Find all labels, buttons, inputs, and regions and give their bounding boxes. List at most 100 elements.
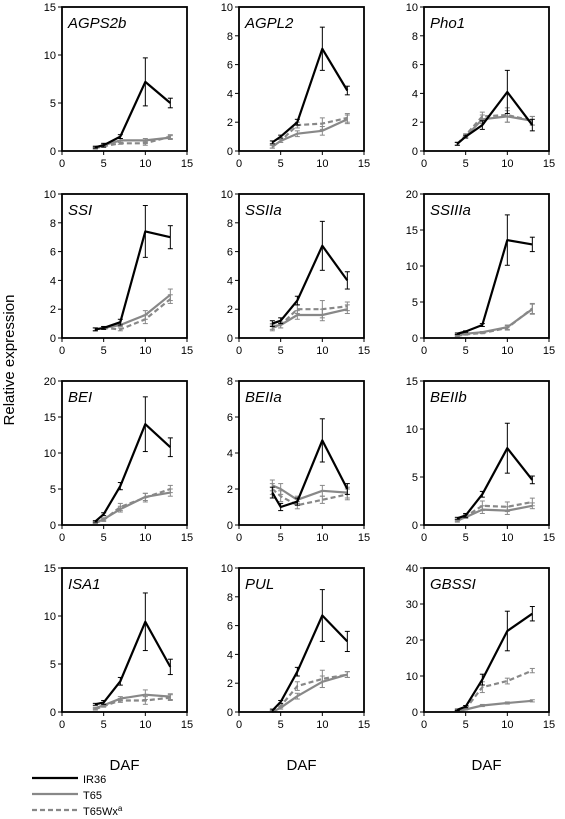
error-bar [278,134,284,139]
panel-gbssi: 0 10 20 30 40 0 5 10 15 GBSSI [406,563,555,731]
series-ir36 [454,214,535,335]
series-line [95,293,171,331]
series-t65 [454,303,535,337]
error-bar [142,592,148,652]
panel-beiia: 0 2 4 6 8 0 5 10 15 BEIIa [227,376,370,544]
x-tick-label: 5 [463,158,469,170]
error-bar [504,506,510,515]
series-ir36 [454,422,535,520]
error-bar [142,396,148,453]
y-tick-label: 2 [227,117,233,129]
x-tick-label: 5 [101,532,107,544]
series-line [271,439,349,509]
error-bar [463,512,469,518]
y-tick-label: 6 [50,247,56,259]
series-ir36 [454,69,535,146]
y-tick-label: 8 [227,376,233,388]
error-bar [319,418,325,463]
y-tick-label: 0 [50,146,56,158]
panel-title: AGPL2 [244,15,294,32]
x-tick-label: 10 [139,158,151,170]
x-tick-label: 5 [463,532,469,544]
error-bar [117,676,123,686]
error-bar [529,475,535,485]
error-bar [167,658,173,676]
x-axis-title: DAF [287,757,317,774]
x-tick-label: 10 [139,719,151,731]
y-tick-label: 0 [412,707,418,719]
error-bar [294,497,300,506]
series-line [95,230,171,331]
x-tick-label: 10 [316,532,328,544]
series-ir36 [92,205,173,332]
y-tick-label: 5 [50,659,56,671]
y-tick-label: 15 [44,412,56,424]
error-bar [92,327,98,332]
error-bar [294,130,300,138]
x-tick-label: 15 [181,532,193,544]
error-bar [278,483,284,495]
series-line [95,620,172,706]
x-tick-label: 5 [101,719,107,731]
error-bar [167,437,173,458]
x-tick-label: 15 [543,345,555,357]
x-tick-label: 0 [59,719,65,731]
panel-isa1: 0 5 10 15 0 5 10 15 ISA1 [44,563,193,731]
panel-title: BEIIb [430,389,467,406]
x-axis-title: DAF [110,757,140,774]
panel-title: SSI [68,202,92,219]
y-tick-label: 10 [406,424,418,436]
y-tick-label: 10 [44,189,56,201]
x-tick-label: 5 [463,719,469,731]
error-bar [344,304,350,315]
y-tick-label: 20 [44,376,56,388]
plot-frame [423,380,550,526]
legend-item-t65wxa: T65Wxa [32,804,123,818]
error-bar [117,482,123,491]
y-tick-label: 0 [50,333,56,345]
error-bar [479,703,485,708]
error-bar [142,492,148,502]
error-bar [167,693,173,701]
x-tick-label: 0 [59,158,65,170]
x-tick-label: 5 [278,719,284,731]
panel-title: BEIIa [245,389,282,406]
error-bar [504,324,510,330]
y-tick-label: 4 [50,275,56,287]
series-ir36 [92,592,173,706]
error-bar [142,138,148,143]
error-bar [92,520,98,523]
error-bar [167,225,173,250]
panel-ssiia: 0 2 4 6 8 10 0 5 10 15 SSIIa [221,189,370,357]
x-axis-title: DAF [472,757,502,774]
y-tick-label: 15 [406,225,418,237]
y-tick-label: 5 [50,484,56,496]
legend: IR36 T65 T65Wxa [32,774,123,818]
error-bar [529,118,535,132]
series-line [94,423,172,523]
y-tick-label: 30 [406,599,418,611]
panel-pho1: 0 2 4 6 8 10 0 5 10 15 Pho1 [406,2,555,170]
plot-frame [238,193,365,339]
x-tick-label: 15 [181,719,193,731]
error-bar [454,708,460,712]
y-tick-label: 4 [412,88,418,100]
error-bar [454,141,460,146]
y-tick-label: 6 [227,247,233,259]
error-bar [101,517,107,522]
x-tick-label: 10 [139,345,151,357]
series-line [457,239,533,335]
plot-frame [61,6,188,152]
series-ir36 [269,220,350,327]
plot-frame [238,380,365,526]
y-tick-label: 6 [412,60,418,72]
panel-ssiiia: 0 5 10 15 20 0 5 10 15 SSIIIa [406,189,555,357]
error-bar [529,236,535,253]
error-bar [278,699,284,704]
error-bar [294,666,300,677]
y-tick-label: 15 [406,376,418,388]
x-tick-label: 10 [316,345,328,357]
y-tick-label: 4 [227,88,233,100]
error-bar [294,692,300,700]
series-line [457,307,533,337]
